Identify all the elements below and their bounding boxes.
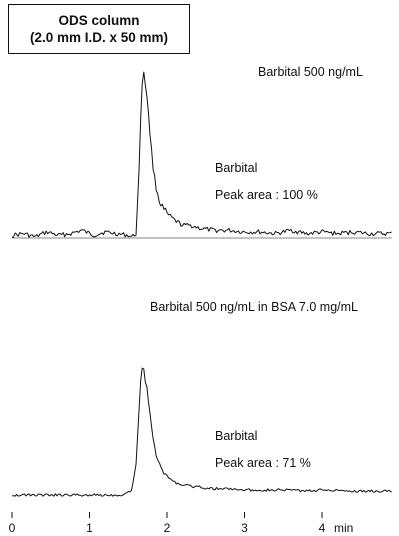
top-compound-label: Barbital bbox=[215, 161, 258, 175]
top-peak-area-label: Peak area : 100 % bbox=[215, 188, 318, 202]
x-tick-label: 1 bbox=[86, 521, 93, 535]
top-chromatogram bbox=[11, 71, 392, 239]
column-info-box: ODS column (2.0 mm I.D. x 50 mm) bbox=[8, 4, 190, 54]
x-tick-label: 0 bbox=[9, 521, 16, 535]
time-axis: 0 1 2 3 4 min bbox=[9, 512, 353, 535]
bottom-condition-label: Barbital 500 ng/mL in BSA 7.0 mg/mL bbox=[150, 300, 358, 314]
x-tick-label: 4 bbox=[319, 521, 326, 535]
column-dimensions: (2.0 mm I.D. x 50 mm) bbox=[29, 30, 169, 45]
bottom-chromatogram bbox=[11, 367, 392, 497]
chromatogram-line bbox=[11, 71, 392, 238]
x-tick-label: 3 bbox=[241, 521, 248, 535]
bottom-peak-area-label: Peak area : 71 % bbox=[215, 456, 311, 470]
top-condition-label: Barbital 500 ng/mL bbox=[258, 65, 363, 79]
x-tick-label: 2 bbox=[164, 521, 171, 535]
bottom-compound-label: Barbital bbox=[215, 429, 258, 443]
column-title: ODS column bbox=[58, 13, 140, 28]
x-axis-unit: min bbox=[334, 521, 353, 535]
chromatogram-line bbox=[11, 367, 392, 497]
